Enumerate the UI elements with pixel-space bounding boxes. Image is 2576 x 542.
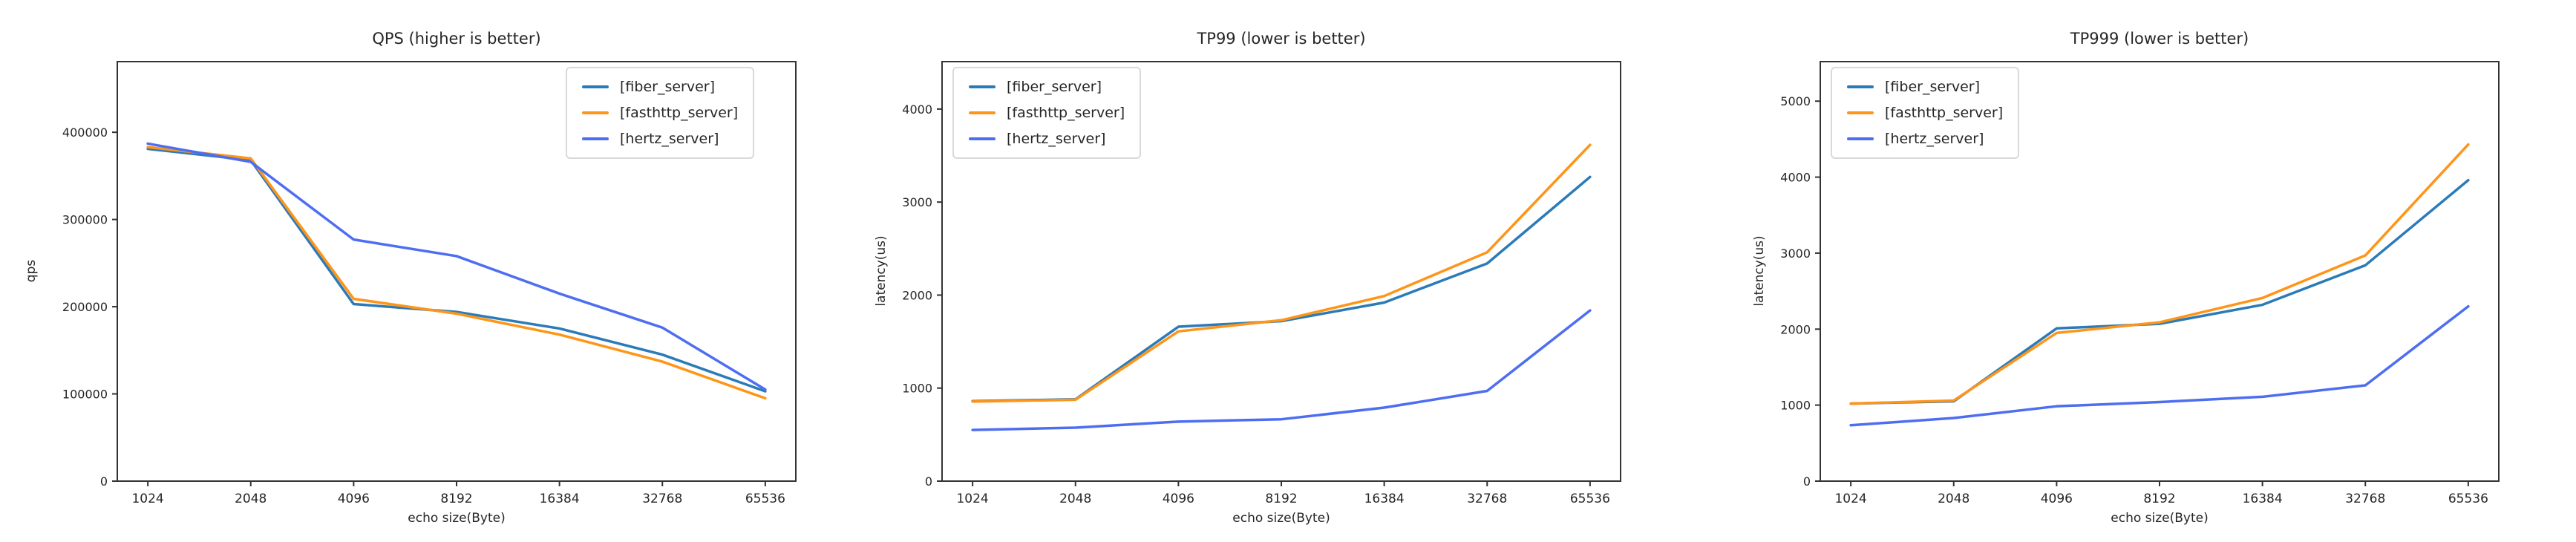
x-tick-label: 2048 [235,492,267,506]
y-tick-label: 0 [1803,474,1811,489]
y-axis-label-latency: latency(us) [1752,235,1767,307]
legend-label: [hertz_server] [1007,131,1106,147]
series-line-fiber_server [146,147,767,393]
legend-item: [fiber_server] [1847,79,2003,95]
x-axis-label-echo-size: echo size(Byte) [1232,511,1330,526]
y-tick-label: 2000 [902,288,932,302]
y-tick-label: 300000 [62,213,108,227]
y-tick-label: 0 [100,474,108,489]
qps-plot-area: 0 100000 200000 300000 400000 1024 2048 4096 819… [62,61,797,506]
legend-swatch-icon [582,137,609,140]
legend-label: [fiber_server] [1885,79,1980,95]
legend-item: [fasthttp_server] [1847,105,2003,121]
axes-box [117,61,797,482]
y-tick-label: 2000 [1780,322,1811,336]
series-line-hertz_server [146,142,767,391]
legend-label: [hertz_server] [620,131,719,147]
x-tick-label: 2048 [1059,492,1091,506]
series-line-fasthttp_server [971,143,1592,403]
x-tick-label: 2048 [1938,492,1969,506]
legend-item: [fasthttp_server] [582,105,738,121]
legend-swatch-icon [969,111,996,114]
x-tick-label: 8192 [1265,492,1297,506]
legend-swatch-icon [582,111,609,114]
tp99-plot-area: 0 1000 2000 3000 4000 1024 2048 4096 8192 16384 32… [902,61,1621,506]
legend-item: [hertz_server] [582,131,738,147]
series-line-hertz_server [971,309,1592,431]
legend-qps: [fiber_server] [fasthttp_server] [hertz_se… [566,67,755,159]
legend-label: [fiber_server] [620,79,715,95]
chart-panel-tp999: 0 1000 2000 3000 4000 5000 1024 2048 4096 8192 163… [1703,0,2576,542]
y-tick-label: 1000 [1780,399,1811,413]
y-axis-label-latency: latency(us) [874,235,889,307]
legend-label: [fasthttp_server] [620,105,739,121]
y-tick-label: 4000 [902,102,932,117]
x-tick-label: 32768 [642,492,682,506]
x-tick-label: 4096 [1163,492,1194,506]
legend-label: [fasthttp_server] [1885,105,2004,121]
legend-tp99: [fiber_server] [fasthttp_server] [hertz_se… [952,67,1142,159]
legend-item: [fiber_server] [582,79,738,95]
x-tick-label: 4096 [2041,492,2073,506]
legend-item: [hertz_server] [969,131,1125,147]
legend-swatch-icon [1847,85,1874,88]
y-tick-label: 4000 [1780,171,1811,185]
x-tick-label: 65536 [2448,492,2488,506]
legend-label: [fasthttp_server] [1007,105,1125,121]
y-tick-label: 400000 [62,125,108,140]
y-tick-label: 1000 [902,382,932,396]
x-tick-label: 65536 [1570,492,1610,506]
series-line-hertz_server [1849,304,2470,427]
x-tick-label: 1024 [956,492,988,506]
legend-swatch-icon [1847,137,1874,140]
x-tick-label: 8192 [440,492,472,506]
x-tick-label: 16384 [1364,492,1405,506]
x-tick-label: 32768 [1467,492,1507,506]
y-tick-label: 5000 [1780,94,1811,108]
legend-item: [fasthttp_server] [969,105,1125,121]
chart-title-tp999: TP999 (lower is better) [2070,30,2249,48]
x-tick-label: 65536 [745,492,785,506]
chart-panel-qps: 0 100000 200000 300000 400000 1024 2048 4096 819… [0,0,876,542]
x-tick-label: 1024 [131,492,163,506]
x-axis-label-echo-size: echo size(Byte) [2111,511,2209,526]
series-line-fiber_server [971,175,1592,403]
legend-tp999: [fiber_server] [fasthttp_server] [hertz_se… [1831,67,2020,159]
series-line-fasthttp_server [146,146,767,400]
x-tick-label: 16384 [540,492,580,506]
axes-box [1820,61,2500,482]
chart-title-qps: QPS (higher is better) [372,30,541,48]
legend-label: [hertz_server] [1885,131,1984,147]
legend-item: [fiber_server] [969,79,1125,95]
legend-item: [hertz_server] [1847,131,2003,147]
legend-swatch-icon [969,85,996,88]
x-axis-label-echo-size: echo size(Byte) [408,511,506,526]
legend-swatch-icon [1847,111,1874,114]
x-tick-label: 4096 [338,492,370,506]
chart-panel-tp99: 0 1000 2000 3000 4000 1024 2048 4096 8192 16384 32… [825,0,1701,542]
x-tick-label: 1024 [1834,492,1866,506]
x-tick-label: 8192 [2143,492,2175,506]
y-axis-label-qps: qps [24,259,39,283]
legend-swatch-icon [582,85,609,88]
tp999-plot-area: 0 1000 2000 3000 4000 5000 1024 2048 4096 8192 163… [1780,61,2500,506]
y-tick-label: 100000 [62,388,108,402]
chart-title-tp99: TP99 (lower is better) [1197,30,1366,48]
series-line-fasthttp_server [1849,143,2470,405]
y-tick-label: 0 [925,474,932,489]
legend-label: [fiber_server] [1007,79,1102,95]
series-line-fiber_server [1849,178,2470,405]
y-tick-label: 3000 [1780,246,1811,261]
axes-box [941,61,1621,482]
x-tick-label: 16384 [2243,492,2283,506]
x-tick-label: 32768 [2345,492,2385,506]
y-tick-label: 200000 [62,300,108,314]
legend-swatch-icon [969,137,996,140]
y-tick-label: 3000 [902,195,932,209]
